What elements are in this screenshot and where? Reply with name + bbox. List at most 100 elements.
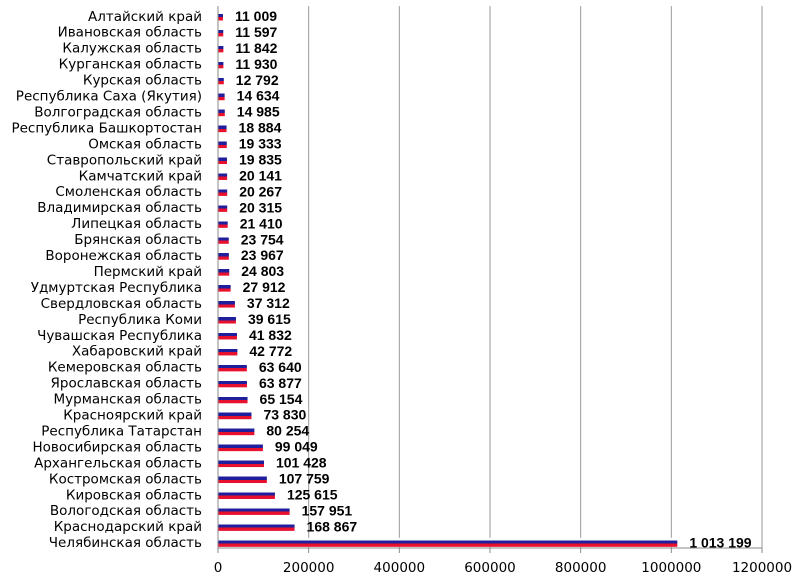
bar bbox=[218, 505, 290, 515]
value-label: 11 009 bbox=[235, 8, 277, 24]
category-label: Брянская область bbox=[74, 232, 202, 248]
value-label: 14 634 bbox=[237, 88, 280, 104]
bar bbox=[218, 43, 224, 53]
value-label: 11 842 bbox=[235, 40, 277, 56]
value-label: 63 640 bbox=[259, 359, 302, 375]
category-label: Краснодарский край bbox=[54, 519, 202, 535]
category-label: Кировская область bbox=[66, 487, 202, 503]
value-label: 168 867 bbox=[307, 518, 358, 534]
bar bbox=[218, 394, 248, 404]
category-label: Ставропольский край bbox=[47, 152, 202, 168]
category-label: Алтайский край bbox=[88, 9, 202, 25]
bar bbox=[218, 537, 678, 547]
bar bbox=[218, 202, 228, 212]
bar bbox=[218, 139, 227, 149]
category-label: Республика Башкортостан bbox=[11, 120, 202, 136]
value-label: 42 772 bbox=[249, 343, 292, 359]
value-label: 99 049 bbox=[275, 439, 318, 455]
bar bbox=[218, 250, 229, 260]
x-tick-label: 1000000 bbox=[641, 560, 701, 576]
value-label: 12 792 bbox=[236, 72, 279, 88]
value-label: 27 912 bbox=[243, 279, 286, 295]
value-label: 20 267 bbox=[239, 183, 282, 199]
category-label: Красноярский край bbox=[63, 408, 202, 424]
category-label: Ивановская область bbox=[58, 25, 202, 41]
value-label: 73 830 bbox=[263, 407, 306, 423]
value-label: 39 615 bbox=[248, 311, 291, 327]
value-label: 11 930 bbox=[235, 56, 277, 72]
gridlines bbox=[308, 6, 763, 548]
value-label: 14 985 bbox=[237, 104, 280, 120]
bar bbox=[218, 362, 247, 372]
x-tick-label: 600000 bbox=[464, 560, 516, 576]
bar bbox=[218, 11, 223, 21]
category-label: Мурманская область bbox=[54, 392, 203, 408]
value-label: 19 333 bbox=[239, 136, 282, 152]
bar bbox=[218, 298, 235, 308]
bar bbox=[218, 282, 231, 292]
category-label: Камчатский край bbox=[79, 168, 202, 184]
category-label: Архангельская область bbox=[34, 455, 202, 471]
x-axis: 0 200000 400000 600000 800000 1000000 1200000 bbox=[214, 6, 792, 576]
category-label: Липецкая область bbox=[71, 216, 202, 232]
x-tick-label: 200000 bbox=[283, 560, 335, 576]
bar bbox=[218, 458, 264, 468]
bar bbox=[218, 442, 263, 452]
value-label: 80 254 bbox=[266, 423, 309, 439]
value-label: 125 615 bbox=[287, 486, 338, 502]
category-label: Смоленская область bbox=[55, 184, 202, 200]
category-label: Ярославская область bbox=[51, 376, 203, 392]
category-label: Республика Коми bbox=[78, 312, 202, 328]
category-label: Волгоградская область bbox=[34, 104, 202, 120]
category-label: Чувашская Республика bbox=[37, 328, 202, 344]
bar bbox=[218, 314, 236, 324]
bar bbox=[218, 330, 237, 340]
x-tick-label: 400000 bbox=[374, 560, 426, 576]
value-label: 101 428 bbox=[276, 455, 327, 471]
category-label: Владимирская область bbox=[37, 200, 202, 216]
bar bbox=[218, 426, 255, 436]
value-label: 63 877 bbox=[259, 375, 302, 391]
bar bbox=[218, 155, 227, 165]
category-label: Курганская область bbox=[59, 57, 202, 73]
bar bbox=[218, 91, 225, 101]
bar bbox=[218, 474, 267, 484]
category-label: Воронежская область bbox=[45, 248, 202, 264]
category-label: Республика Саха (Якутия) bbox=[16, 89, 202, 105]
bar bbox=[218, 59, 224, 69]
bar bbox=[218, 107, 225, 117]
value-label: 20 315 bbox=[239, 199, 282, 215]
value-label: 21 410 bbox=[240, 215, 283, 231]
bar bbox=[218, 123, 227, 133]
bar bbox=[218, 489, 275, 499]
bar bbox=[218, 75, 224, 85]
value-label: 18 884 bbox=[239, 120, 282, 136]
value-label: 23 754 bbox=[241, 231, 284, 247]
category-label: Республика Татарстан bbox=[41, 423, 202, 439]
bar bbox=[218, 27, 224, 37]
bar bbox=[218, 410, 252, 420]
x-tick-label: 800000 bbox=[555, 560, 607, 576]
bar bbox=[218, 346, 238, 356]
value-label: 20 141 bbox=[239, 167, 282, 183]
value-label: 107 759 bbox=[279, 471, 330, 487]
value-label: 11 597 bbox=[235, 24, 277, 40]
category-label: Вологодская область bbox=[50, 503, 202, 519]
bars bbox=[218, 11, 678, 547]
x-tick-label: 0 bbox=[214, 560, 223, 576]
category-label: Челябинская область bbox=[49, 535, 202, 551]
value-label: 19 835 bbox=[239, 152, 282, 168]
value-label: 24 803 bbox=[241, 263, 284, 279]
bar bbox=[218, 186, 228, 196]
value-label: 1 013 199 bbox=[689, 534, 751, 550]
category-label: Хабаровский край bbox=[72, 344, 202, 360]
bar bbox=[218, 170, 228, 180]
value-label: 41 832 bbox=[249, 327, 292, 343]
bar bbox=[218, 378, 247, 388]
category-label: Омская область bbox=[88, 136, 202, 152]
bar bbox=[218, 218, 228, 228]
category-label: Костромская область bbox=[49, 471, 202, 487]
bar bbox=[218, 266, 230, 276]
